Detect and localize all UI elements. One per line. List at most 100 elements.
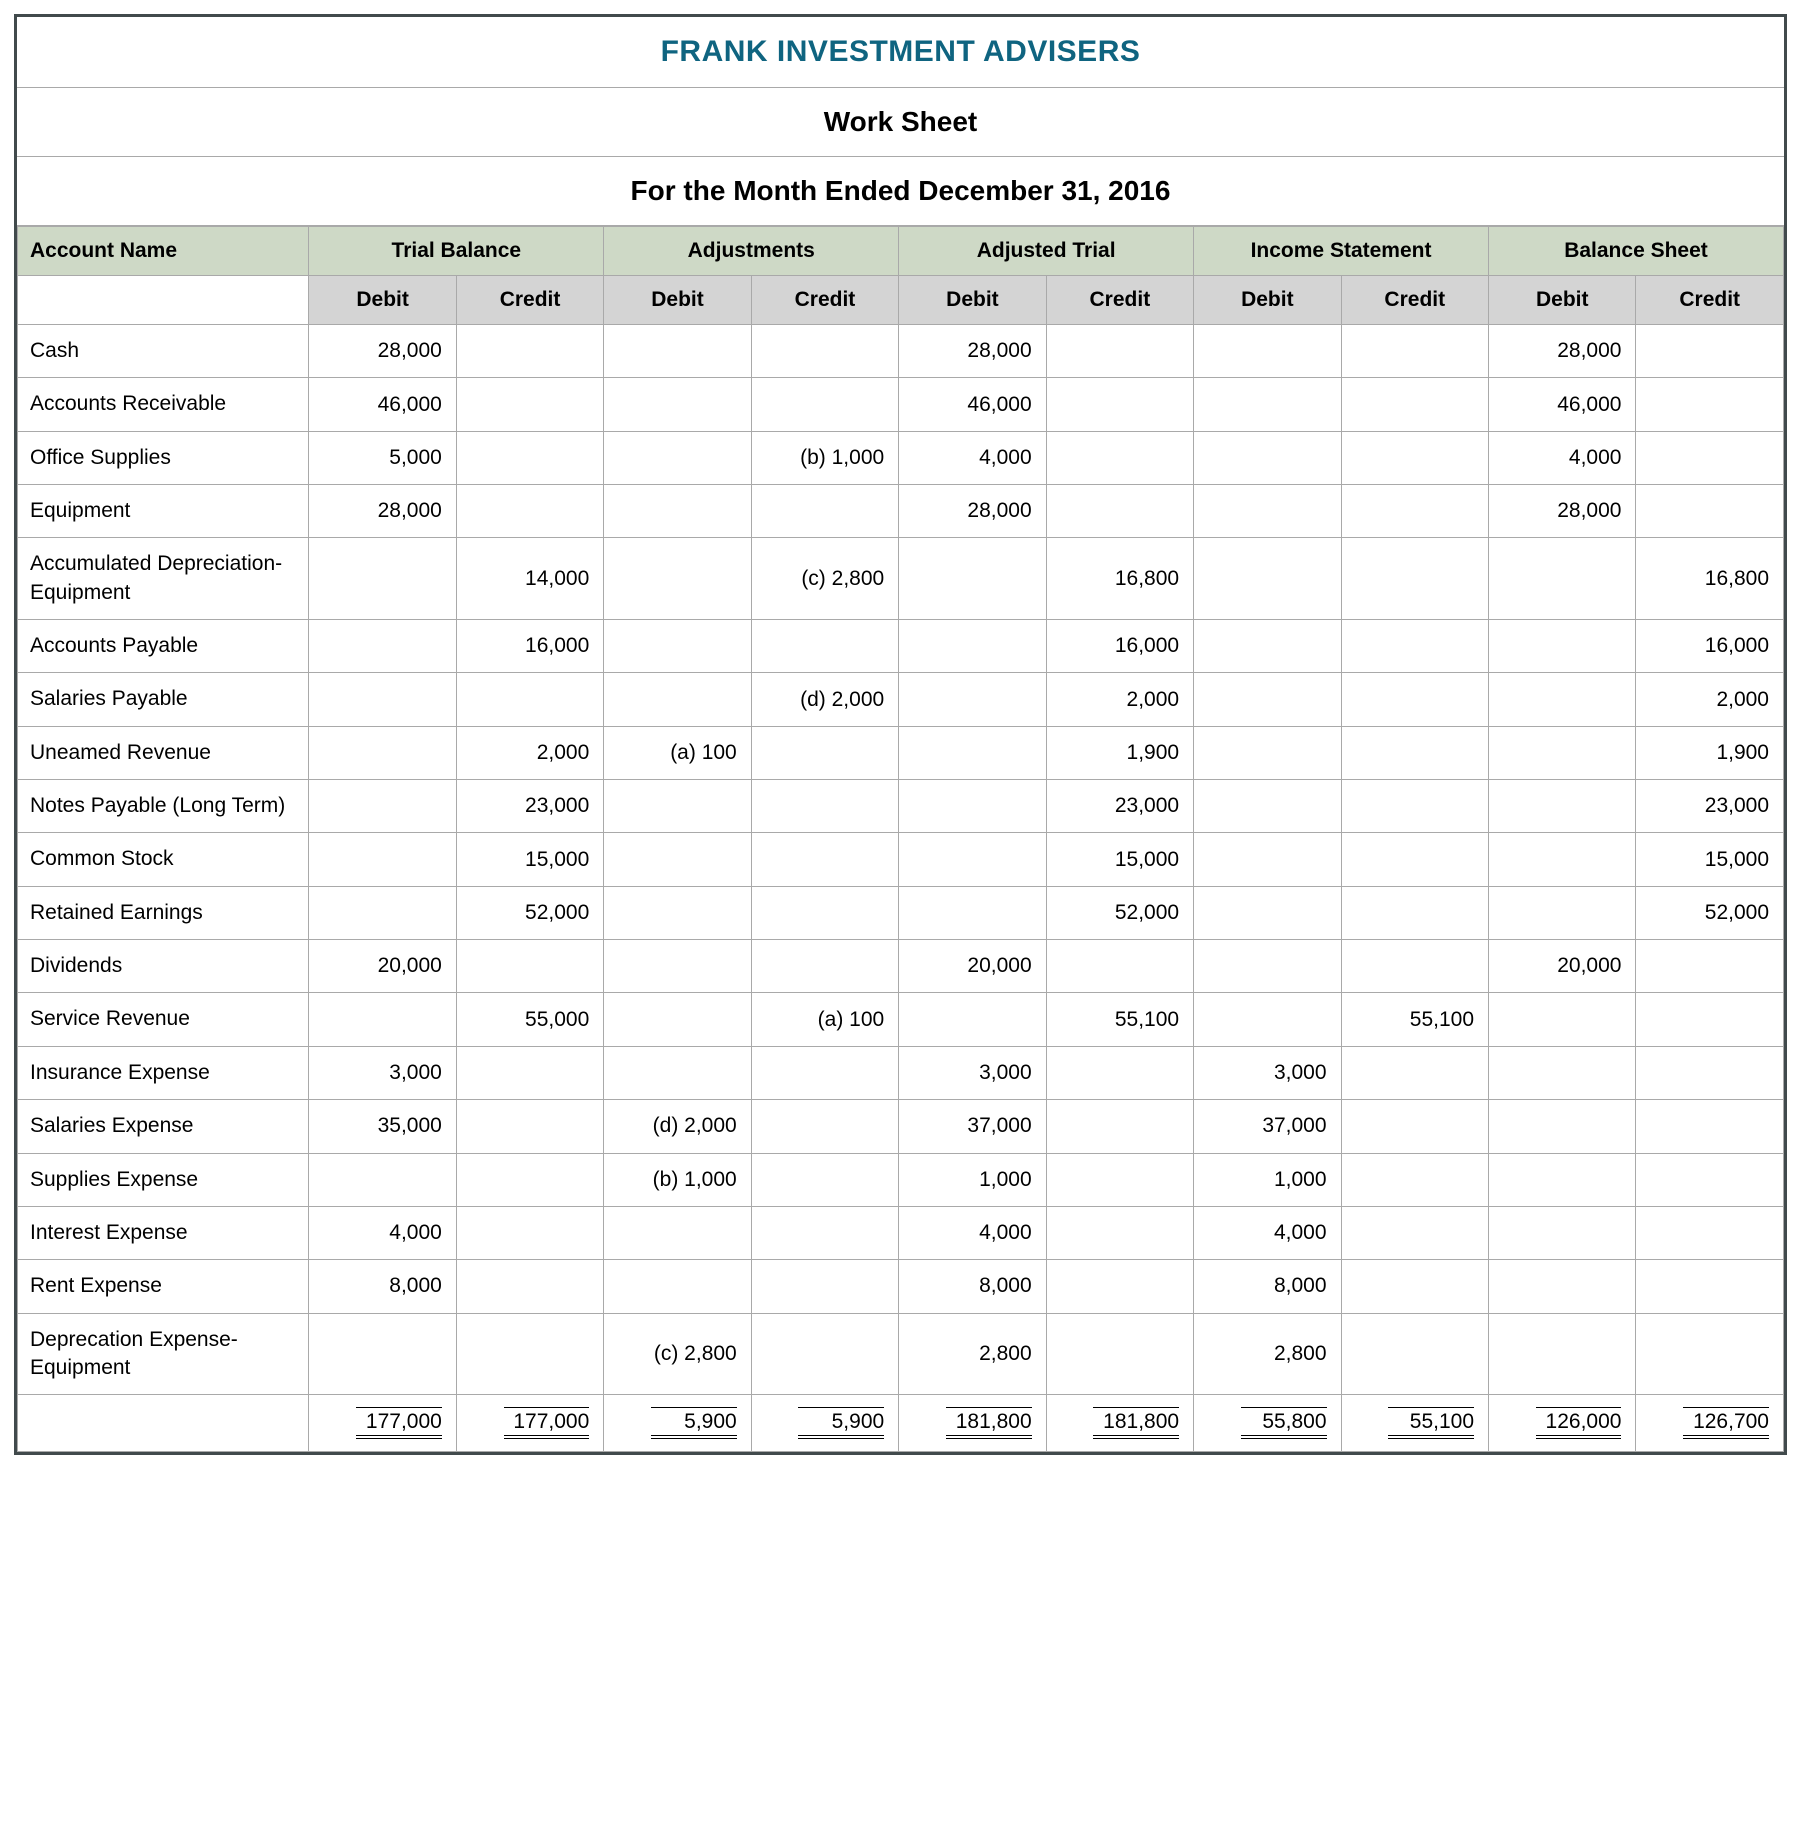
value-cell — [1636, 431, 1784, 484]
account-name-cell: Accumulated Depreciation-Equipment — [18, 538, 309, 620]
value-cell: 2,000 — [456, 726, 603, 779]
value-cell: 1,000 — [1194, 1153, 1341, 1206]
totals-cell: 181,800 — [899, 1395, 1046, 1452]
value-cell — [1194, 780, 1341, 833]
worksheet-container: FRANK INVESTMENT ADVISERS Work Sheet For… — [14, 14, 1787, 1455]
value-cell — [1489, 833, 1636, 886]
value-cell — [456, 1046, 603, 1099]
value-cell — [1489, 1260, 1636, 1313]
value-cell — [1194, 886, 1341, 939]
value-cell: 46,000 — [899, 378, 1046, 431]
value-cell: 52,000 — [1636, 886, 1784, 939]
sub-at-debit: Debit — [899, 276, 1046, 325]
sub-tb-debit: Debit — [309, 276, 456, 325]
account-name-cell: Office Supplies — [18, 431, 309, 484]
account-name-cell: Supplies Expense — [18, 1153, 309, 1206]
value-cell — [899, 538, 1046, 620]
value-cell — [1341, 1260, 1488, 1313]
value-cell — [1636, 1313, 1784, 1395]
value-cell — [751, 1260, 898, 1313]
value-cell — [456, 1260, 603, 1313]
value-cell: 37,000 — [899, 1100, 1046, 1153]
account-name-header: Account Name — [18, 227, 309, 276]
totals-cell: 181,800 — [1046, 1395, 1193, 1452]
value-cell: 2,000 — [1636, 673, 1784, 726]
value-cell — [456, 431, 603, 484]
value-cell — [309, 726, 456, 779]
value-cell — [1636, 1046, 1784, 1099]
value-cell — [1636, 485, 1784, 538]
table-row: Salaries Expense35,000(d) 2,00037,00037,… — [18, 1100, 1784, 1153]
table-row: Deprecation Expense-Equipment(c) 2,8002,… — [18, 1313, 1784, 1395]
value-cell — [309, 833, 456, 886]
value-cell: 3,000 — [1194, 1046, 1341, 1099]
value-cell — [751, 726, 898, 779]
account-name-cell: Uneamed Revenue — [18, 726, 309, 779]
value-cell — [1046, 1100, 1193, 1153]
account-name-cell: Common Stock — [18, 833, 309, 886]
account-name-cell: Interest Expense — [18, 1206, 309, 1259]
value-cell: 28,000 — [899, 325, 1046, 378]
value-cell — [309, 1313, 456, 1395]
value-cell: 4,000 — [309, 1206, 456, 1259]
value-cell: 2,800 — [1194, 1313, 1341, 1395]
value-cell: 16,000 — [456, 620, 603, 673]
value-cell — [1489, 1100, 1636, 1153]
table-row: Uneamed Revenue2,000(a) 1001,9001,900 — [18, 726, 1784, 779]
value-cell — [1046, 431, 1193, 484]
value-cell — [1046, 1046, 1193, 1099]
account-name-cell: Rent Expense — [18, 1260, 309, 1313]
worksheet-title: Work Sheet — [17, 88, 1784, 157]
value-cell — [1046, 1206, 1193, 1259]
value-cell: 5,000 — [309, 431, 456, 484]
value-cell — [1341, 726, 1488, 779]
value-cell — [1046, 1153, 1193, 1206]
value-cell — [604, 620, 751, 673]
sub-bs-debit: Debit — [1489, 276, 1636, 325]
value-cell: 55,000 — [456, 993, 603, 1046]
value-cell — [1341, 1153, 1488, 1206]
value-cell — [1341, 485, 1488, 538]
value-cell — [1341, 620, 1488, 673]
value-cell — [751, 325, 898, 378]
value-cell — [1489, 620, 1636, 673]
value-cell: 23,000 — [1046, 780, 1193, 833]
group-balance-sheet: Balance Sheet — [1489, 227, 1784, 276]
table-row: Salaries Payable(d) 2,0002,0002,000 — [18, 673, 1784, 726]
sub-tb-credit: Credit — [456, 276, 603, 325]
value-cell — [456, 485, 603, 538]
value-cell — [1341, 1206, 1488, 1259]
value-cell — [1636, 1100, 1784, 1153]
value-cell — [1489, 726, 1636, 779]
table-row: Service Revenue55,000(a) 10055,10055,100 — [18, 993, 1784, 1046]
value-cell — [899, 726, 1046, 779]
value-cell: 4,000 — [1489, 431, 1636, 484]
value-cell — [1341, 538, 1488, 620]
group-trial-balance: Trial Balance — [309, 227, 604, 276]
totals-label — [18, 1395, 309, 1452]
value-cell — [751, 1153, 898, 1206]
value-cell: 15,000 — [1636, 833, 1784, 886]
value-cell — [604, 1206, 751, 1259]
value-cell: 23,000 — [1636, 780, 1784, 833]
value-cell — [1194, 325, 1341, 378]
value-cell: (a) 100 — [751, 993, 898, 1046]
value-cell — [1194, 833, 1341, 886]
value-cell — [751, 485, 898, 538]
value-cell: 16,000 — [1046, 620, 1193, 673]
value-cell — [1194, 431, 1341, 484]
value-cell — [899, 780, 1046, 833]
value-cell: 46,000 — [1489, 378, 1636, 431]
value-cell — [456, 1100, 603, 1153]
account-name-cell: Equipment — [18, 485, 309, 538]
account-name-cell: Notes Payable (Long Term) — [18, 780, 309, 833]
table-row: Office Supplies5,000(b) 1,0004,0004,000 — [18, 431, 1784, 484]
value-cell: 20,000 — [1489, 940, 1636, 993]
value-cell — [1489, 673, 1636, 726]
value-cell: (d) 2,000 — [751, 673, 898, 726]
value-cell: 1,900 — [1046, 726, 1193, 779]
value-cell — [1341, 378, 1488, 431]
sub-header-empty — [18, 276, 309, 325]
value-cell — [1636, 940, 1784, 993]
account-name-cell: Deprecation Expense-Equipment — [18, 1313, 309, 1395]
